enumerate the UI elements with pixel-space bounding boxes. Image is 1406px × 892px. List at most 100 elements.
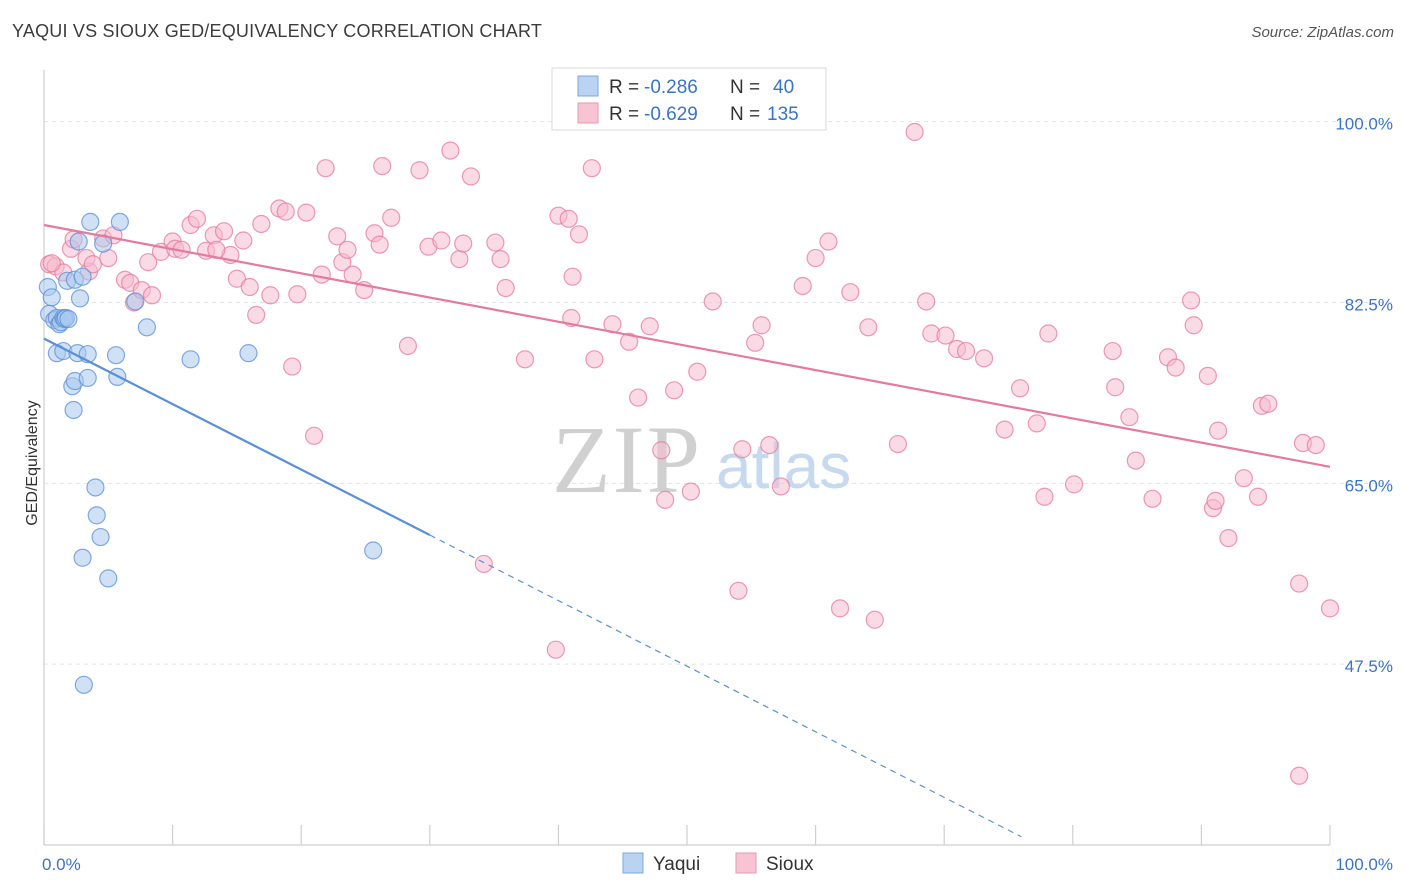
bottom-legend-swatch-sioux xyxy=(735,852,757,874)
point-sioux-94 xyxy=(905,122,924,142)
point-sioux-83 xyxy=(752,316,771,335)
point-sioux-128 xyxy=(1290,766,1309,785)
point-sioux-30 xyxy=(247,305,266,324)
point-sioux-62 xyxy=(515,350,535,369)
y-tick-label-2: 65.0% xyxy=(1345,476,1393,495)
point-yaqui-19 xyxy=(69,232,88,251)
point-sioux-85 xyxy=(771,477,790,496)
legend-n-label-sioux: N = xyxy=(730,104,760,125)
point-sioux-99 xyxy=(956,341,976,361)
point-yaqui-30 xyxy=(78,368,97,388)
point-sioux-76 xyxy=(665,381,684,400)
point-sioux-93 xyxy=(888,434,908,454)
point-sioux-72 xyxy=(629,388,648,407)
point-yaqui-15 xyxy=(106,346,126,365)
point-sioux-80 xyxy=(729,581,748,600)
point-sioux-109 xyxy=(1120,408,1139,427)
point-sioux-79 xyxy=(703,292,722,311)
point-yaqui-18 xyxy=(73,267,92,286)
point-sioux-36 xyxy=(288,285,307,304)
point-sioux-27 xyxy=(227,269,246,288)
legend-r-value-yaqui: -0.286 xyxy=(644,77,698,98)
point-sioux-119 xyxy=(1209,421,1228,440)
series-yaqui xyxy=(38,212,383,694)
point-sioux-106 xyxy=(1064,475,1084,494)
watermark: ZIP atlas xyxy=(552,406,851,513)
legend-swatch-sioux xyxy=(577,102,599,124)
point-yaqui-26 xyxy=(181,350,200,369)
point-sioux-57 xyxy=(461,167,481,186)
point-sioux-64 xyxy=(559,209,578,228)
point-yaqui-25 xyxy=(137,318,156,337)
point-sioux-41 xyxy=(328,227,347,246)
point-yaqui-20 xyxy=(81,212,100,231)
legend-r-value-sioux: -0.629 xyxy=(644,104,698,125)
point-sioux-75 xyxy=(656,490,675,509)
y-tick-label-3: 47.5% xyxy=(1345,657,1393,676)
point-sioux-55 xyxy=(450,250,469,269)
point-yaqui-34 xyxy=(87,506,106,525)
point-sioux-100 xyxy=(974,349,994,368)
point-sioux-56 xyxy=(454,234,473,253)
point-sioux-74 xyxy=(652,441,671,460)
point-sioux-65 xyxy=(563,267,582,286)
point-sioux-111 xyxy=(1143,489,1162,508)
point-yaqui-22 xyxy=(110,212,129,231)
point-yaqui-1 xyxy=(42,288,61,307)
y-tick-label-0: 100.0% xyxy=(1335,115,1393,134)
point-sioux-60 xyxy=(491,250,510,269)
x-tick-label-1: 100.0% xyxy=(1335,855,1393,874)
point-sioux-90 xyxy=(841,283,860,302)
point-sioux-71 xyxy=(620,332,639,351)
x-tick-label-0: 0.0% xyxy=(42,855,81,874)
point-sioux-92 xyxy=(865,610,884,629)
point-sioux-122 xyxy=(1248,487,1268,506)
point-sioux-59 xyxy=(486,233,505,252)
point-sioux-51 xyxy=(410,161,429,180)
legend-n-value-sioux: 135 xyxy=(767,104,799,125)
y-tick-labels: 100.0% 82.5% 65.0% 47.5% xyxy=(1335,115,1393,677)
legend-n-value-yaqui: 40 xyxy=(773,77,794,98)
legend-swatch-yaqui xyxy=(577,75,599,97)
point-sioux-89 xyxy=(830,599,850,618)
y-axis-title: GED/Equivalency xyxy=(24,400,41,525)
point-sioux-91 xyxy=(859,318,878,337)
point-sioux-87 xyxy=(806,248,825,268)
point-yaqui-39 xyxy=(74,675,93,694)
bottom-legend-label-sioux: Sioux xyxy=(766,854,814,875)
point-sioux-78 xyxy=(688,362,707,381)
point-yaqui-33 xyxy=(86,478,105,497)
point-sioux-103 xyxy=(1027,414,1046,433)
point-sioux-113 xyxy=(1166,358,1185,377)
x-tick-labels: 0.0% 100.0% xyxy=(42,855,1393,874)
point-sioux-95 xyxy=(917,292,936,311)
watermark-zip: ZIP xyxy=(552,406,702,513)
point-sioux-53 xyxy=(432,231,451,250)
gridlines xyxy=(44,121,1394,665)
y-tick-label-1: 82.5% xyxy=(1345,296,1393,315)
point-sioux-121 xyxy=(1234,469,1253,488)
point-sioux-35 xyxy=(283,357,302,376)
point-sioux-34 xyxy=(276,202,295,221)
point-yaqui-27 xyxy=(239,344,258,363)
point-sioux-29 xyxy=(240,277,259,297)
point-sioux-43 xyxy=(338,240,357,259)
point-sioux-44 xyxy=(343,265,362,284)
point-sioux-58 xyxy=(474,554,493,574)
point-sioux-84 xyxy=(760,436,779,455)
legend-r-label-sioux: R = xyxy=(609,104,639,125)
point-sioux-127 xyxy=(1306,436,1325,455)
series-sioux xyxy=(40,122,1340,785)
point-yaqui-38 xyxy=(364,541,383,560)
point-sioux-32 xyxy=(261,286,280,305)
bottom-legend-swatch-yaqui xyxy=(622,852,644,874)
point-sioux-118 xyxy=(1206,491,1225,510)
point-sioux-28 xyxy=(234,231,253,250)
point-sioux-69 xyxy=(585,350,604,369)
trend-line-extension-yaqui xyxy=(429,534,1022,838)
point-sioux-129 xyxy=(1320,599,1340,618)
bottom-legend-label-yaqui: Yaqui xyxy=(653,854,700,875)
point-sioux-54 xyxy=(441,141,460,160)
point-sioux-49 xyxy=(382,208,401,227)
